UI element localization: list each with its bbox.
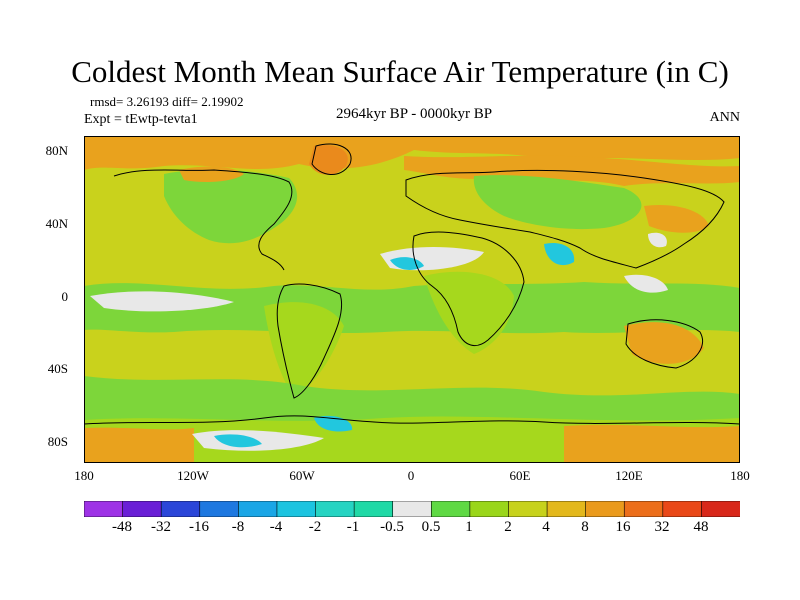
colorbar-swatch <box>353 501 394 517</box>
colorbar-label: 8 <box>581 519 589 535</box>
field-arctic <box>84 136 740 170</box>
period-label: 2964kyr BP - 0000kyr BP <box>335 106 493 122</box>
field-antarctic-west <box>84 427 194 463</box>
colorbar-label: 16 <box>615 519 631 535</box>
colorbar-swatch <box>122 501 162 517</box>
field-cyan-antarctic <box>214 434 262 448</box>
colorbar-swatch <box>430 501 471 517</box>
colorbar-label: -4 <box>269 519 283 535</box>
lat-tick-0: 0 <box>61 289 69 304</box>
field-cyan-arabia <box>544 242 575 266</box>
experiment-label: Expt = tEwtp-tevta1 <box>84 112 198 127</box>
temperature-map <box>84 136 740 463</box>
lat-tick-40s: 40S <box>47 361 68 376</box>
map-frame <box>84 136 740 463</box>
colorbar-swatch <box>469 501 510 517</box>
colorbar-label: -0.5 <box>380 519 404 535</box>
coast-australia <box>625 319 703 369</box>
colorbar-swatch <box>160 501 201 517</box>
field-asia <box>473 175 642 230</box>
lon-tick-120w: 120W <box>177 468 209 483</box>
colorbar-label: 2 <box>504 519 512 535</box>
field-australia <box>624 322 704 364</box>
colorbar-label: 0.5 <box>421 519 441 535</box>
coastlines <box>84 143 740 425</box>
colorbar-swatch <box>623 501 664 517</box>
lon-tick-0: 0 <box>407 468 415 483</box>
figure-title: Coldest Month Mean Surface Air Temperatu… <box>71 54 729 89</box>
coast-antarctica <box>84 415 740 425</box>
field-antarctic-east <box>564 424 740 463</box>
colorbar-swatch <box>84 501 124 517</box>
coast-south-america <box>276 283 343 399</box>
field-tropics <box>84 282 740 334</box>
colorbar-swatch <box>238 501 278 517</box>
colorbar-swatch <box>508 501 548 517</box>
colorbar-swatch <box>315 501 355 517</box>
lon-tick-180e: 180 <box>730 468 750 483</box>
field-white-pacific <box>90 291 234 312</box>
field-east-asia <box>644 204 709 233</box>
colorbar-swatch <box>199 501 240 517</box>
colorbar <box>84 501 740 517</box>
colorbar-label: -2 <box>308 519 322 535</box>
coast-eurasia <box>405 169 725 269</box>
field-southern-ocean <box>84 376 740 421</box>
lon-tick-180w: 180 <box>74 468 94 483</box>
field-africa <box>424 271 514 354</box>
colorbar-swatch <box>662 501 703 517</box>
field-north-america <box>164 169 298 244</box>
field-white-east-asia <box>648 232 667 248</box>
colorbar-label: 32 <box>654 519 670 535</box>
field-greenland <box>309 144 348 175</box>
coast-greenland <box>311 143 352 175</box>
stats-label: rmsd= 3.26193 diff= 2.19902 <box>90 94 244 109</box>
lat-tick-80n: 80N <box>45 143 68 158</box>
field-cyan-sahara <box>390 257 424 270</box>
colorbar-label: -32 <box>151 519 171 535</box>
lat-tick-80s: 80S <box>47 434 68 449</box>
colorbar-label: -48 <box>112 519 132 535</box>
colorbar-label: -1 <box>346 519 360 535</box>
season-label: ANN <box>709 110 740 125</box>
colorbar-swatch <box>585 501 626 517</box>
lon-tick-60e: 60E <box>509 468 531 483</box>
field-white-maritime <box>624 274 668 293</box>
colorbar-swatch <box>546 501 587 517</box>
colorbar-swatch <box>701 501 740 517</box>
lon-tick-60w: 60W <box>289 468 315 483</box>
colorbar-label: 1 <box>465 519 473 535</box>
colorbar-label: -8 <box>231 519 245 535</box>
coast-north-america <box>113 169 293 271</box>
field-south-america <box>264 302 344 398</box>
colorbar-swatch <box>392 501 433 517</box>
lon-tick-120e: 120E <box>615 468 643 483</box>
colorbar-swatch <box>276 501 317 517</box>
colorbar-label: -16 <box>189 519 209 535</box>
lat-tick-40n: 40N <box>45 216 68 231</box>
colorbar-label: 4 <box>542 519 550 535</box>
coast-africa <box>412 231 525 347</box>
colorbar-label: 48 <box>693 519 709 535</box>
